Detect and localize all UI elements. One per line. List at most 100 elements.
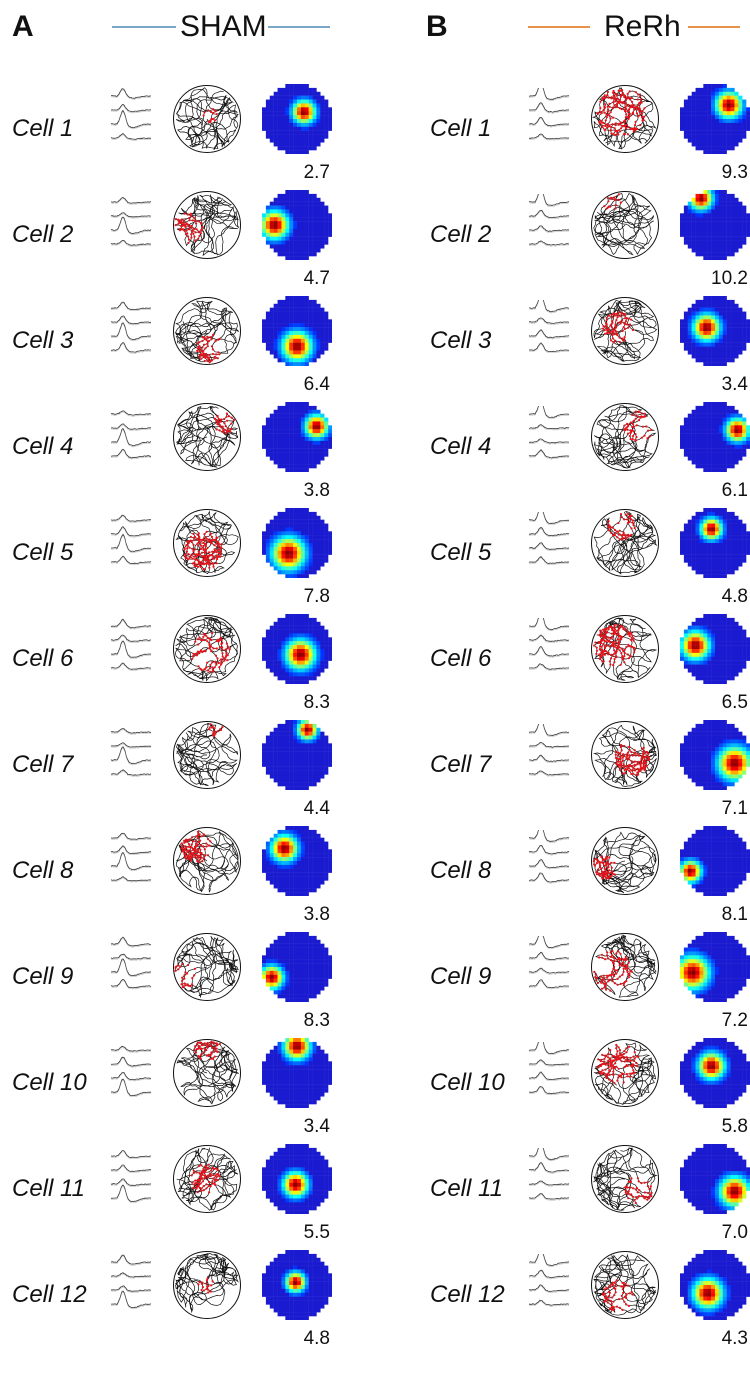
waveform-traces bbox=[528, 1254, 570, 1307]
waveform-traces bbox=[528, 1042, 570, 1096]
trajectory-plot bbox=[173, 297, 241, 365]
cell-label: Cell 5 bbox=[12, 539, 74, 566]
cell-label: Cell 2 bbox=[430, 221, 492, 248]
waveform-traces bbox=[110, 1045, 152, 1098]
cell-row: Cell 12 4.8 bbox=[0, 1246, 375, 1356]
peak-rate-value: 4.8 bbox=[721, 586, 748, 607]
rate-map bbox=[262, 508, 332, 578]
panel-letter-b: B bbox=[426, 10, 448, 43]
cell-label: Cell 10 bbox=[430, 1069, 505, 1096]
cell-label: Cell 11 bbox=[430, 1175, 503, 1202]
rate-map bbox=[680, 826, 750, 896]
trajectory-plot bbox=[591, 191, 659, 259]
waveform-traces bbox=[528, 88, 570, 141]
rate-map bbox=[262, 402, 332, 472]
waveform-traces bbox=[528, 724, 570, 777]
peak-rate-value: 7.0 bbox=[721, 1222, 748, 1243]
trajectory-plot bbox=[591, 721, 659, 789]
rerh-line-right bbox=[688, 26, 740, 28]
peak-rate-value: 4.3 bbox=[721, 1328, 748, 1349]
rate-map bbox=[680, 614, 750, 684]
rate-map bbox=[262, 190, 332, 260]
trajectory-plot bbox=[173, 85, 241, 153]
cell-row: Cell 11 7.0 bbox=[418, 1140, 750, 1250]
rate-map bbox=[262, 296, 332, 366]
rate-map bbox=[680, 932, 750, 1002]
peak-rate-value: 5.5 bbox=[303, 1222, 330, 1243]
trajectory-plot bbox=[173, 1145, 241, 1213]
waveform-traces bbox=[110, 1150, 152, 1204]
trajectory-plot bbox=[591, 1145, 659, 1213]
rate-map bbox=[680, 190, 750, 260]
peak-rate-value: 4.7 bbox=[303, 268, 330, 289]
cell-label: Cell 2 bbox=[12, 221, 74, 248]
cell-label: Cell 4 bbox=[12, 433, 74, 460]
waveform-traces bbox=[528, 1148, 570, 1201]
peak-rate-value: 8.3 bbox=[303, 1010, 330, 1031]
trajectory-plot bbox=[591, 297, 659, 365]
waveform-traces bbox=[528, 406, 570, 460]
rate-map bbox=[680, 720, 750, 790]
cell-row: Cell 9 8.3 bbox=[0, 928, 375, 1038]
peak-rate-value: 4.4 bbox=[303, 798, 330, 819]
peak-rate-value: 3.4 bbox=[721, 374, 748, 395]
waveform-traces bbox=[528, 618, 570, 671]
waveform-traces bbox=[110, 514, 152, 566]
waveform-traces bbox=[110, 618, 152, 671]
waveform-traces bbox=[110, 936, 152, 990]
rate-map bbox=[262, 932, 332, 1002]
peak-rate-value: 9.3 bbox=[721, 162, 748, 183]
waveform-traces bbox=[110, 196, 152, 247]
rate-map bbox=[262, 1038, 332, 1108]
cell-label: Cell 3 bbox=[430, 327, 492, 354]
trajectory-plot bbox=[173, 1039, 241, 1107]
panel-letter-a: A bbox=[12, 10, 34, 43]
waveform-traces bbox=[110, 728, 152, 777]
cell-row: Cell 5 4.8 bbox=[418, 504, 750, 614]
waveform-traces bbox=[528, 936, 570, 990]
cell-label: Cell 6 bbox=[12, 645, 74, 672]
cell-row: Cell 1 2.7 bbox=[0, 80, 375, 190]
waveform-traces bbox=[110, 1254, 152, 1310]
cell-label: Cell 8 bbox=[430, 857, 492, 884]
peak-rate-value: 4.8 bbox=[303, 1328, 330, 1349]
trajectory-plot bbox=[591, 827, 659, 895]
cell-row: Cell 3 3.4 bbox=[418, 292, 750, 402]
cell-row: Cell 5 7.8 bbox=[0, 504, 375, 614]
cell-row: Cell 6 8.3 bbox=[0, 610, 375, 720]
rate-map bbox=[262, 1144, 332, 1214]
waveform-traces bbox=[528, 830, 570, 884]
trajectory-plot bbox=[173, 403, 241, 471]
rate-map bbox=[680, 296, 750, 366]
cell-row: Cell 7 4.4 bbox=[0, 716, 375, 826]
rate-map bbox=[262, 84, 332, 154]
peak-rate-value: 7.8 bbox=[303, 586, 330, 607]
sham-line-left bbox=[112, 26, 176, 28]
trajectory-plot bbox=[173, 615, 241, 683]
trajectory-plot bbox=[591, 1251, 659, 1319]
cell-row: Cell 6 6.5 bbox=[418, 610, 750, 720]
trajectory-plot bbox=[173, 933, 241, 1001]
cell-row: Cell 1 9.3 bbox=[418, 80, 750, 190]
cell-label: Cell 4 bbox=[430, 433, 492, 460]
peak-rate-value: 3.4 bbox=[303, 1116, 330, 1137]
cell-row: Cell 2 4.7 bbox=[0, 186, 375, 296]
cell-label: Cell 6 bbox=[430, 645, 492, 672]
sham-panel: Cell 1 2.7 Cell 2 4.7 Cell 3 6.4 Cell 4 3.8 Cell… bbox=[0, 80, 375, 1356]
rate-map bbox=[680, 1144, 750, 1214]
cell-label: Cell 9 bbox=[430, 963, 492, 990]
trajectory-plot bbox=[173, 1251, 241, 1319]
trajectory-plot bbox=[591, 85, 659, 153]
peak-rate-value: 6.5 bbox=[721, 692, 748, 713]
peak-rate-value: 6.1 bbox=[721, 480, 748, 501]
cell-row: Cell 4 6.1 bbox=[418, 398, 750, 508]
waveform-traces bbox=[110, 832, 152, 883]
peak-rate-value: 8.3 bbox=[303, 692, 330, 713]
rate-map bbox=[680, 84, 750, 154]
cell-label: Cell 1 bbox=[12, 115, 74, 142]
rate-map bbox=[262, 720, 332, 790]
cell-label: Cell 9 bbox=[12, 963, 74, 990]
cell-row: Cell 11 5.5 bbox=[0, 1140, 375, 1250]
cell-label: Cell 3 bbox=[12, 327, 74, 354]
cell-row: Cell 4 3.8 bbox=[0, 398, 375, 508]
